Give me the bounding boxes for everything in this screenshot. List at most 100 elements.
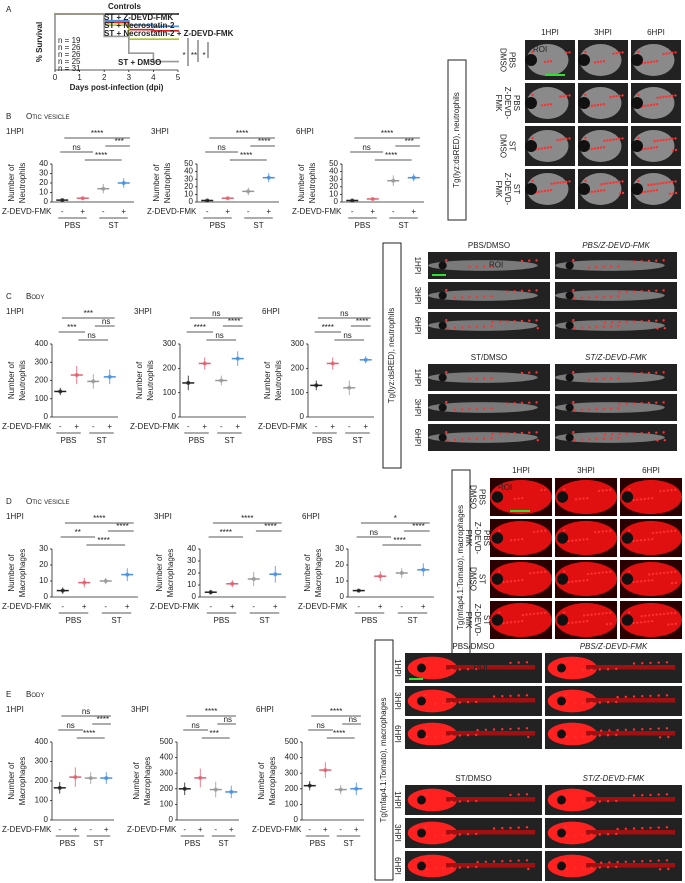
- cell: [666, 530, 669, 533]
- cell: [601, 571, 604, 574]
- cell: [665, 727, 669, 730]
- cell: [466, 701, 470, 704]
- legend-entry: ST + Necrostatin-2 + Z-DEVD-FMK: [104, 29, 234, 38]
- label-box: [382, 242, 402, 469]
- cell: [590, 701, 593, 704]
- group-label: ST: [111, 616, 121, 625]
- row-label: DMSO: [498, 134, 507, 158]
- x-tick-label: -: [315, 422, 318, 431]
- n-label: n = 26: [58, 50, 81, 59]
- cell: [425, 735, 429, 738]
- cell: [525, 859, 529, 862]
- cell: [491, 320, 494, 324]
- cell: [651, 572, 655, 576]
- cell: [513, 497, 516, 501]
- cell: [521, 578, 524, 582]
- cell: [543, 488, 547, 491]
- cell: [615, 733, 618, 737]
- cell: [513, 401, 516, 405]
- significance: ****: [385, 151, 397, 160]
- cell: [517, 620, 520, 623]
- cell: [546, 189, 550, 192]
- cell: [458, 866, 461, 869]
- cell: [458, 734, 461, 737]
- cell: [574, 621, 578, 624]
- cell: [625, 432, 629, 435]
- row-label: DMSO: [498, 48, 507, 72]
- group-label: ST: [96, 436, 106, 445]
- cell: [582, 538, 585, 541]
- cell: [595, 437, 598, 441]
- group-label: PBS: [354, 221, 370, 230]
- cell: [453, 438, 457, 441]
- cell: [666, 571, 669, 574]
- group-label: PBS: [184, 839, 200, 848]
- cell: [501, 860, 504, 863]
- cell: [475, 832, 478, 836]
- group-label: ST: [343, 839, 353, 848]
- y-axis-label: Macrophages: [268, 757, 277, 805]
- cell: [590, 613, 593, 616]
- tissue: [547, 821, 598, 845]
- tissue: [632, 173, 675, 205]
- cell: [476, 728, 479, 732]
- cell: [662, 371, 665, 374]
- cell: [582, 579, 585, 582]
- cell: [537, 147, 541, 150]
- y-tick-label: 0: [334, 197, 339, 206]
- cell: [609, 377, 613, 380]
- y-tick-label: 500: [285, 737, 299, 746]
- mean-dot: [60, 198, 65, 203]
- n-label: n = 19: [58, 36, 81, 45]
- group-label: ST: [93, 839, 103, 848]
- cell: [580, 296, 584, 299]
- cell: [549, 146, 553, 149]
- x-tick-label: +: [125, 602, 130, 611]
- mean-dot: [363, 357, 368, 362]
- image-label: Tg(mfap4.1:Tomato), macrophages: [379, 698, 388, 823]
- cell: [540, 104, 544, 107]
- subplot-title: 3HPI: [154, 512, 172, 521]
- cell: [639, 539, 643, 542]
- cell: [590, 800, 593, 803]
- significance: ***: [405, 137, 414, 146]
- cell: [632, 827, 636, 830]
- cell: [612, 181, 615, 184]
- cell: [501, 728, 504, 731]
- cell: [605, 622, 609, 626]
- cell: [605, 488, 608, 492]
- cell: [674, 622, 677, 625]
- cell: [655, 531, 658, 534]
- cell: [628, 529, 631, 532]
- cell: [594, 613, 597, 616]
- eye: [578, 97, 590, 109]
- mean-dot: [60, 588, 65, 593]
- y-axis-label: Macrophages: [314, 549, 323, 597]
- group-label: ST: [352, 436, 362, 445]
- subplot-title: 6HPI: [296, 127, 314, 136]
- cell: [653, 183, 656, 186]
- mean-dot: [314, 383, 319, 388]
- significance: ****: [258, 137, 270, 146]
- mean-dot: [73, 775, 78, 780]
- eye: [631, 54, 643, 66]
- tissue: [526, 44, 569, 76]
- cell: [584, 179, 587, 183]
- row-label: PBS: [507, 52, 516, 68]
- cell: [602, 377, 605, 381]
- cell: [567, 539, 570, 543]
- y-axis-label: Macrophages: [143, 757, 152, 805]
- cell: [599, 103, 603, 106]
- mean-dot: [230, 581, 235, 586]
- cell: [618, 94, 621, 98]
- eye: [578, 183, 590, 195]
- eye: [565, 261, 574, 270]
- cell: [590, 572, 593, 575]
- cell: [466, 833, 470, 836]
- y-axis-label: Number of: [152, 164, 161, 202]
- group-label: PBS: [60, 436, 76, 445]
- y-tick-label: 500: [160, 737, 174, 746]
- cell: [667, 623, 670, 626]
- mean-dot: [219, 378, 224, 383]
- cell: [573, 702, 577, 705]
